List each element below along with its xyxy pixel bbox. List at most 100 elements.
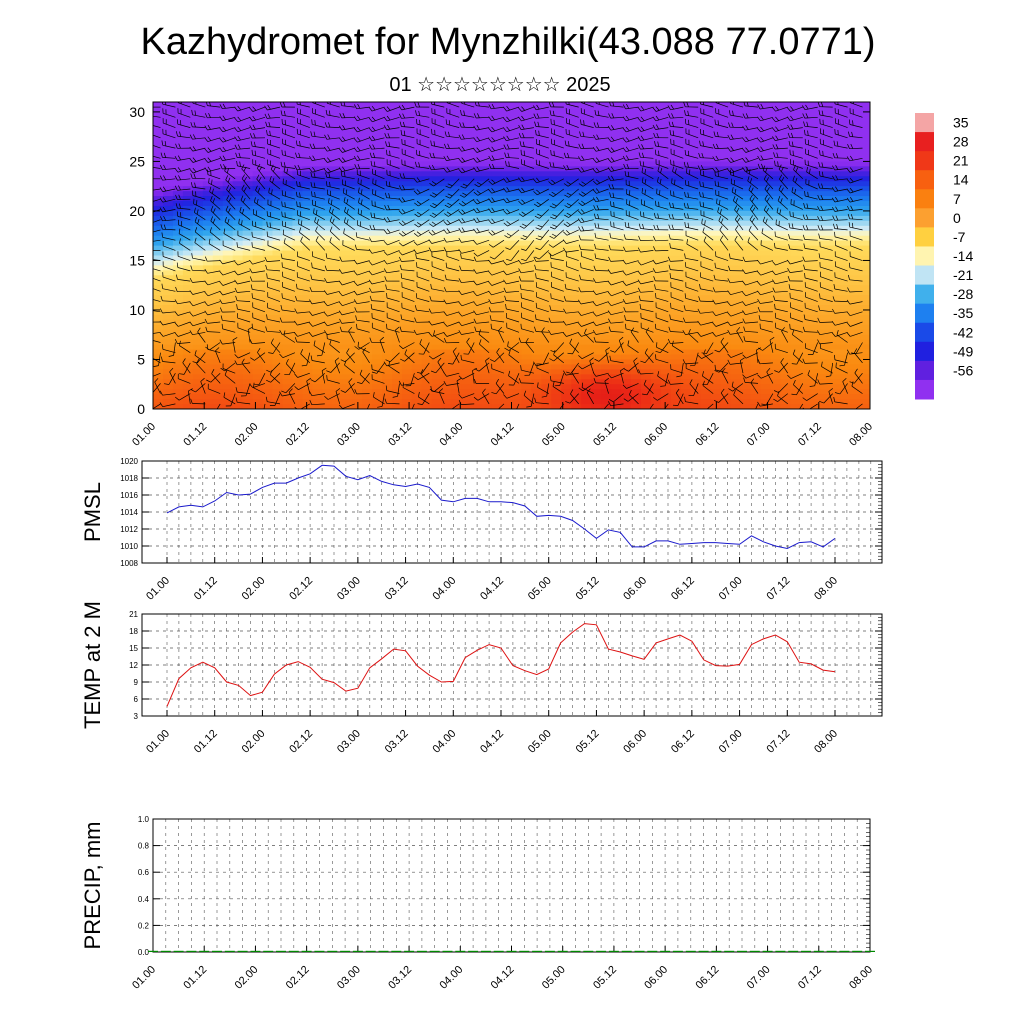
temperature-cell <box>491 324 503 331</box>
temperature-cell <box>690 319 702 326</box>
wind-barb <box>294 308 310 314</box>
temperature-cell <box>860 131 870 138</box>
temperature-cell <box>740 210 752 217</box>
temperature-cell <box>770 131 781 138</box>
temperature-cell <box>740 354 752 361</box>
temperature-cell <box>840 171 851 177</box>
temperature-cell <box>212 215 224 222</box>
temperature-cell <box>790 240 801 247</box>
temperature-cell <box>272 319 284 326</box>
temperature-cell <box>431 220 443 227</box>
temperature-cell <box>172 319 184 326</box>
temperature-cell <box>401 111 413 118</box>
temperature-cell <box>481 176 493 182</box>
wind-barb <box>237 230 251 241</box>
temperature-cell <box>680 201 692 207</box>
wind-barb <box>267 292 281 302</box>
temperature-cell <box>491 116 503 123</box>
temperature-cell <box>441 374 453 380</box>
temperature-cell <box>591 111 602 118</box>
temperature-cell <box>680 275 692 281</box>
temperature-cell <box>322 349 333 356</box>
temperature-cell <box>710 285 722 291</box>
temperature-cell <box>342 171 353 177</box>
temperature-cell <box>640 151 652 158</box>
temperature-cell <box>541 116 552 123</box>
temperature-cell <box>411 111 423 118</box>
temperature-cell <box>392 181 403 187</box>
temperature-cell <box>700 374 712 380</box>
wind-barb <box>326 375 340 384</box>
temperature-cell <box>740 300 752 306</box>
temperature-cell <box>392 324 403 331</box>
temperature-cell <box>441 285 453 291</box>
temperature-cell <box>730 191 742 197</box>
wind-barb <box>204 147 221 153</box>
temperature-cell <box>660 295 672 301</box>
temperature-cell <box>690 394 702 400</box>
wind-barb <box>339 268 355 274</box>
temperature-cell <box>511 344 523 351</box>
temperature-cell <box>780 171 791 177</box>
temperature-cell <box>770 319 781 326</box>
wind-barb <box>399 173 415 180</box>
temperature-cell <box>182 314 194 321</box>
temperature-cell <box>153 384 164 390</box>
temperature-cell <box>461 404 473 409</box>
temperature-cell <box>232 156 244 163</box>
wind-barb <box>328 198 340 210</box>
temperature-cell <box>401 280 413 286</box>
temperature-cell <box>750 136 762 143</box>
temperature-cell <box>202 166 214 172</box>
temperature-cell <box>591 319 602 326</box>
temperature-cell <box>710 354 722 361</box>
temperature-cell <box>790 210 801 217</box>
temperature-cell <box>382 215 393 222</box>
temperature-cell <box>800 295 811 301</box>
temperature-cell <box>421 196 433 202</box>
wind-barb <box>153 155 161 159</box>
temperature-cell <box>790 171 801 177</box>
temperature-cell <box>730 201 742 207</box>
temperature-cell <box>421 205 433 212</box>
temperature-cell <box>750 235 762 242</box>
temperature-cell <box>611 285 622 291</box>
temperature-cell <box>202 111 214 118</box>
temperature-cell <box>621 389 632 395</box>
temperature-cell <box>382 220 393 227</box>
temperature-cell <box>740 196 752 202</box>
temperature-cell <box>670 146 682 153</box>
temperature-cell <box>222 225 234 232</box>
temperature-cell <box>352 116 363 123</box>
temperature-cell <box>690 235 702 242</box>
temperature-cell <box>451 359 463 366</box>
temperature-cell <box>451 146 463 153</box>
wind-barb <box>386 312 400 323</box>
temperature-cell <box>411 319 423 326</box>
temperature-cell <box>591 166 602 172</box>
temperature-cell <box>471 250 483 257</box>
temperature-cell <box>581 295 592 301</box>
temperature-cell <box>262 171 274 177</box>
temperature-cell <box>182 245 194 252</box>
temperature-cell <box>591 404 602 409</box>
temperature-cell <box>650 275 662 281</box>
temperature-cell <box>192 369 204 375</box>
temperature-cell <box>431 260 443 266</box>
temperature-cell <box>441 215 453 222</box>
temperature-cell <box>521 121 533 128</box>
temperature-cell <box>491 384 503 390</box>
temperature-cell <box>192 186 204 192</box>
temperature-cell <box>252 329 264 336</box>
temperature-cell <box>790 404 801 409</box>
temperature-cell <box>650 280 662 286</box>
temperature-cell <box>153 151 164 158</box>
temperature-cell <box>531 116 542 123</box>
temperature-cell <box>401 394 413 400</box>
temperature-cell <box>262 404 274 409</box>
temperature-cell <box>850 116 861 123</box>
temperature-cell <box>690 404 702 409</box>
temperature-cell <box>551 106 562 113</box>
temperature-cell <box>471 220 483 227</box>
wind-barb <box>236 242 251 251</box>
